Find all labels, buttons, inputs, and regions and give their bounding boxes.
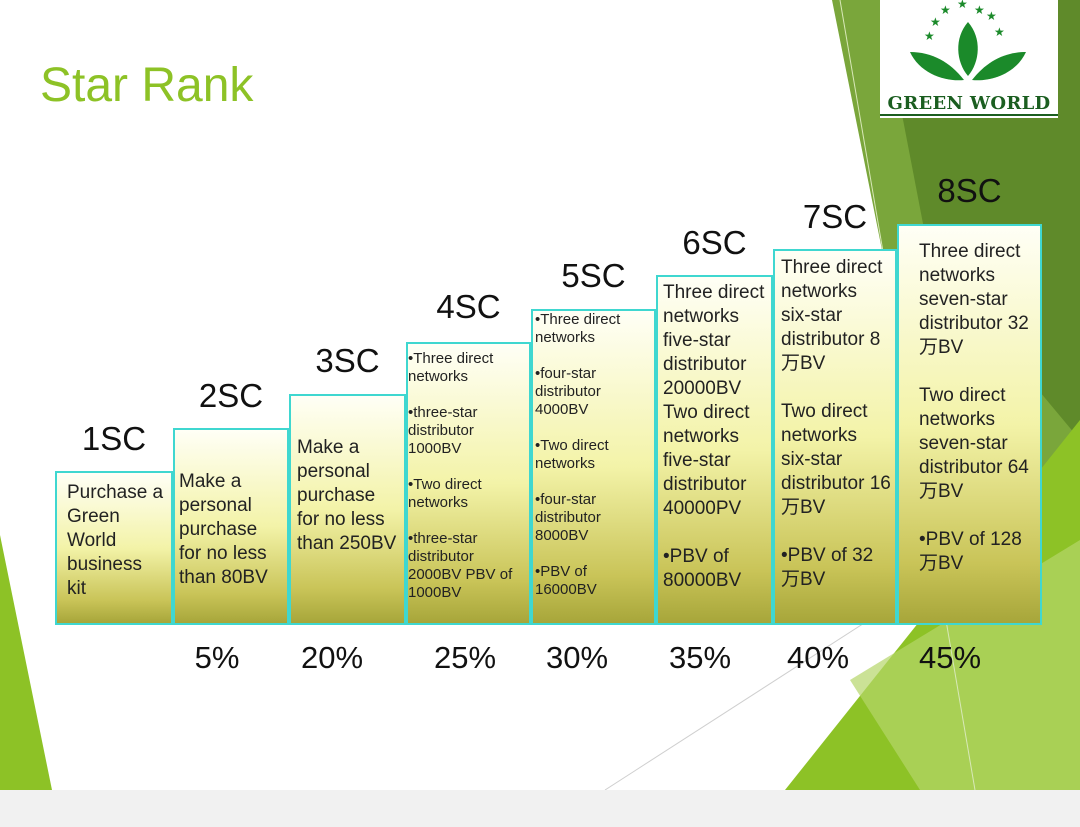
svg-text:★: ★ [924,29,935,43]
rank-percent-3sc: 20% [300,640,364,675]
rank-percent-6sc: 35% [668,640,732,675]
rank-label-4sc: 4SC [436,288,501,325]
bottom-bar [0,790,1080,827]
rank-requirement-text: Purchase a Green World business kit [67,482,169,599]
left-green-triangle [0,535,52,790]
rank-requirement-text: Make a personal purchase for no less tha… [179,471,272,588]
rank-percent-2sc: 5% [194,640,240,675]
slide: Star Rank ★ ★ ★ ★ ★ ★ ★ GREEN WORLD 1SC P… [0,0,1080,790]
rank-step-5sc: •Three direct networks •four-star distri… [531,309,656,625]
rank-percent-7sc: 40% [786,640,850,675]
rank-step-2sc: Make a personal purchase for no less tha… [173,428,289,625]
rank-percent-5sc: 30% [545,640,609,675]
rank-label-2sc: 2SC [198,377,264,414]
rank-requirement-text: Three direct networks seven-star distrib… [919,241,1029,574]
green-world-logo: ★ ★ ★ ★ ★ ★ ★ GREEN WORLD [880,0,1058,118]
svg-text:★: ★ [957,0,968,11]
svg-text:★: ★ [994,25,1005,39]
rank-percent-8sc: 45% [918,640,982,675]
rank-label-6sc: 6SC [682,224,747,261]
rank-label-3sc: 3SC [315,342,380,379]
logo-text: GREEN WORLD [880,93,1058,116]
rank-step-1sc: Purchase a Green World business kit [55,471,173,625]
rank-label-5sc: 5SC [561,257,626,294]
rank-requirement-text: Three direct networks five-star distribu… [663,282,765,591]
svg-text:★: ★ [930,15,941,29]
leaf-stars-icon: ★ ★ ★ ★ ★ ★ ★ [910,0,1026,81]
slide-title: Star Rank [40,59,254,112]
rank-requirement-text: Three direct networks six-star distribut… [781,257,891,590]
rank-step-7sc: Three direct networks six-star distribut… [773,249,897,625]
rank-label-7sc: 7SC [802,198,868,235]
rank-step-6sc: Three direct networks five-star distribu… [656,275,773,625]
rank-requirement-text: Make a personal purchase for no less tha… [297,437,397,554]
rank-step-3sc: Make a personal purchase for no less tha… [289,394,406,625]
rank-requirement-text: •Three direct networks •four-star distri… [535,311,621,598]
rank-label-1sc: 1SC [81,420,147,457]
svg-text:★: ★ [940,3,951,17]
rank-step-8sc: Three direct networks seven-star distrib… [897,224,1042,625]
svg-text:★: ★ [974,3,985,17]
rank-step-4sc: •Three direct networks •three-star distr… [406,342,531,625]
thin-line [604,599,901,790]
svg-text:★: ★ [986,9,997,23]
rank-percent-4sc: 25% [433,640,497,675]
rank-requirement-text: •Three direct networks •three-star distr… [408,350,513,601]
rank-label-8sc: 8SC [937,172,1002,209]
